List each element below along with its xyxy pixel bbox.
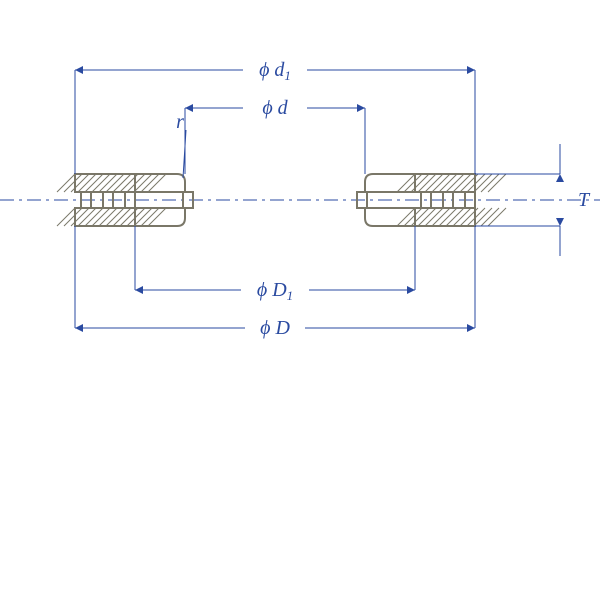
dim-label: ϕ d [262,97,288,119]
dim-label: r [176,111,184,133]
dim-label: T [578,189,591,211]
dim-label: ϕ D [260,317,290,339]
dim-label: ϕ D1 [257,279,293,303]
dim-label: ϕ d1 [259,59,291,83]
